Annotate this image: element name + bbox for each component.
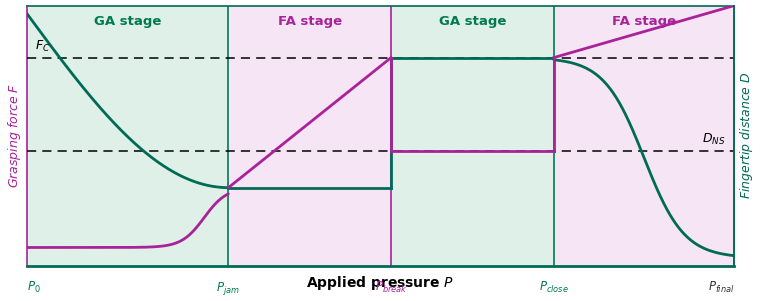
Y-axis label: Grasping force $F$: Grasping force $F$ bbox=[5, 83, 23, 188]
Text: $F_C$: $F_C$ bbox=[35, 39, 50, 54]
Text: $P_{break}$: $P_{break}$ bbox=[374, 280, 408, 295]
Text: FA stage: FA stage bbox=[612, 15, 676, 28]
Bar bbox=[554, 5, 734, 266]
Text: GA stage: GA stage bbox=[94, 15, 161, 28]
Text: GA stage: GA stage bbox=[439, 15, 506, 28]
X-axis label: Applied pressure $P$: Applied pressure $P$ bbox=[307, 274, 454, 292]
Text: $P_0$: $P_0$ bbox=[27, 280, 40, 295]
Y-axis label: Fingertip distance $D$: Fingertip distance $D$ bbox=[738, 72, 756, 200]
Bar bbox=[391, 5, 554, 266]
Text: FA stage: FA stage bbox=[278, 15, 342, 28]
Text: $P_{final}$: $P_{final}$ bbox=[708, 280, 734, 295]
Text: $P_{close}$: $P_{close}$ bbox=[539, 280, 568, 295]
Bar bbox=[228, 5, 391, 266]
Bar bbox=[27, 5, 228, 266]
Text: $P_{jam}$: $P_{jam}$ bbox=[216, 280, 240, 297]
Text: $D_{NS}$: $D_{NS}$ bbox=[702, 132, 726, 147]
